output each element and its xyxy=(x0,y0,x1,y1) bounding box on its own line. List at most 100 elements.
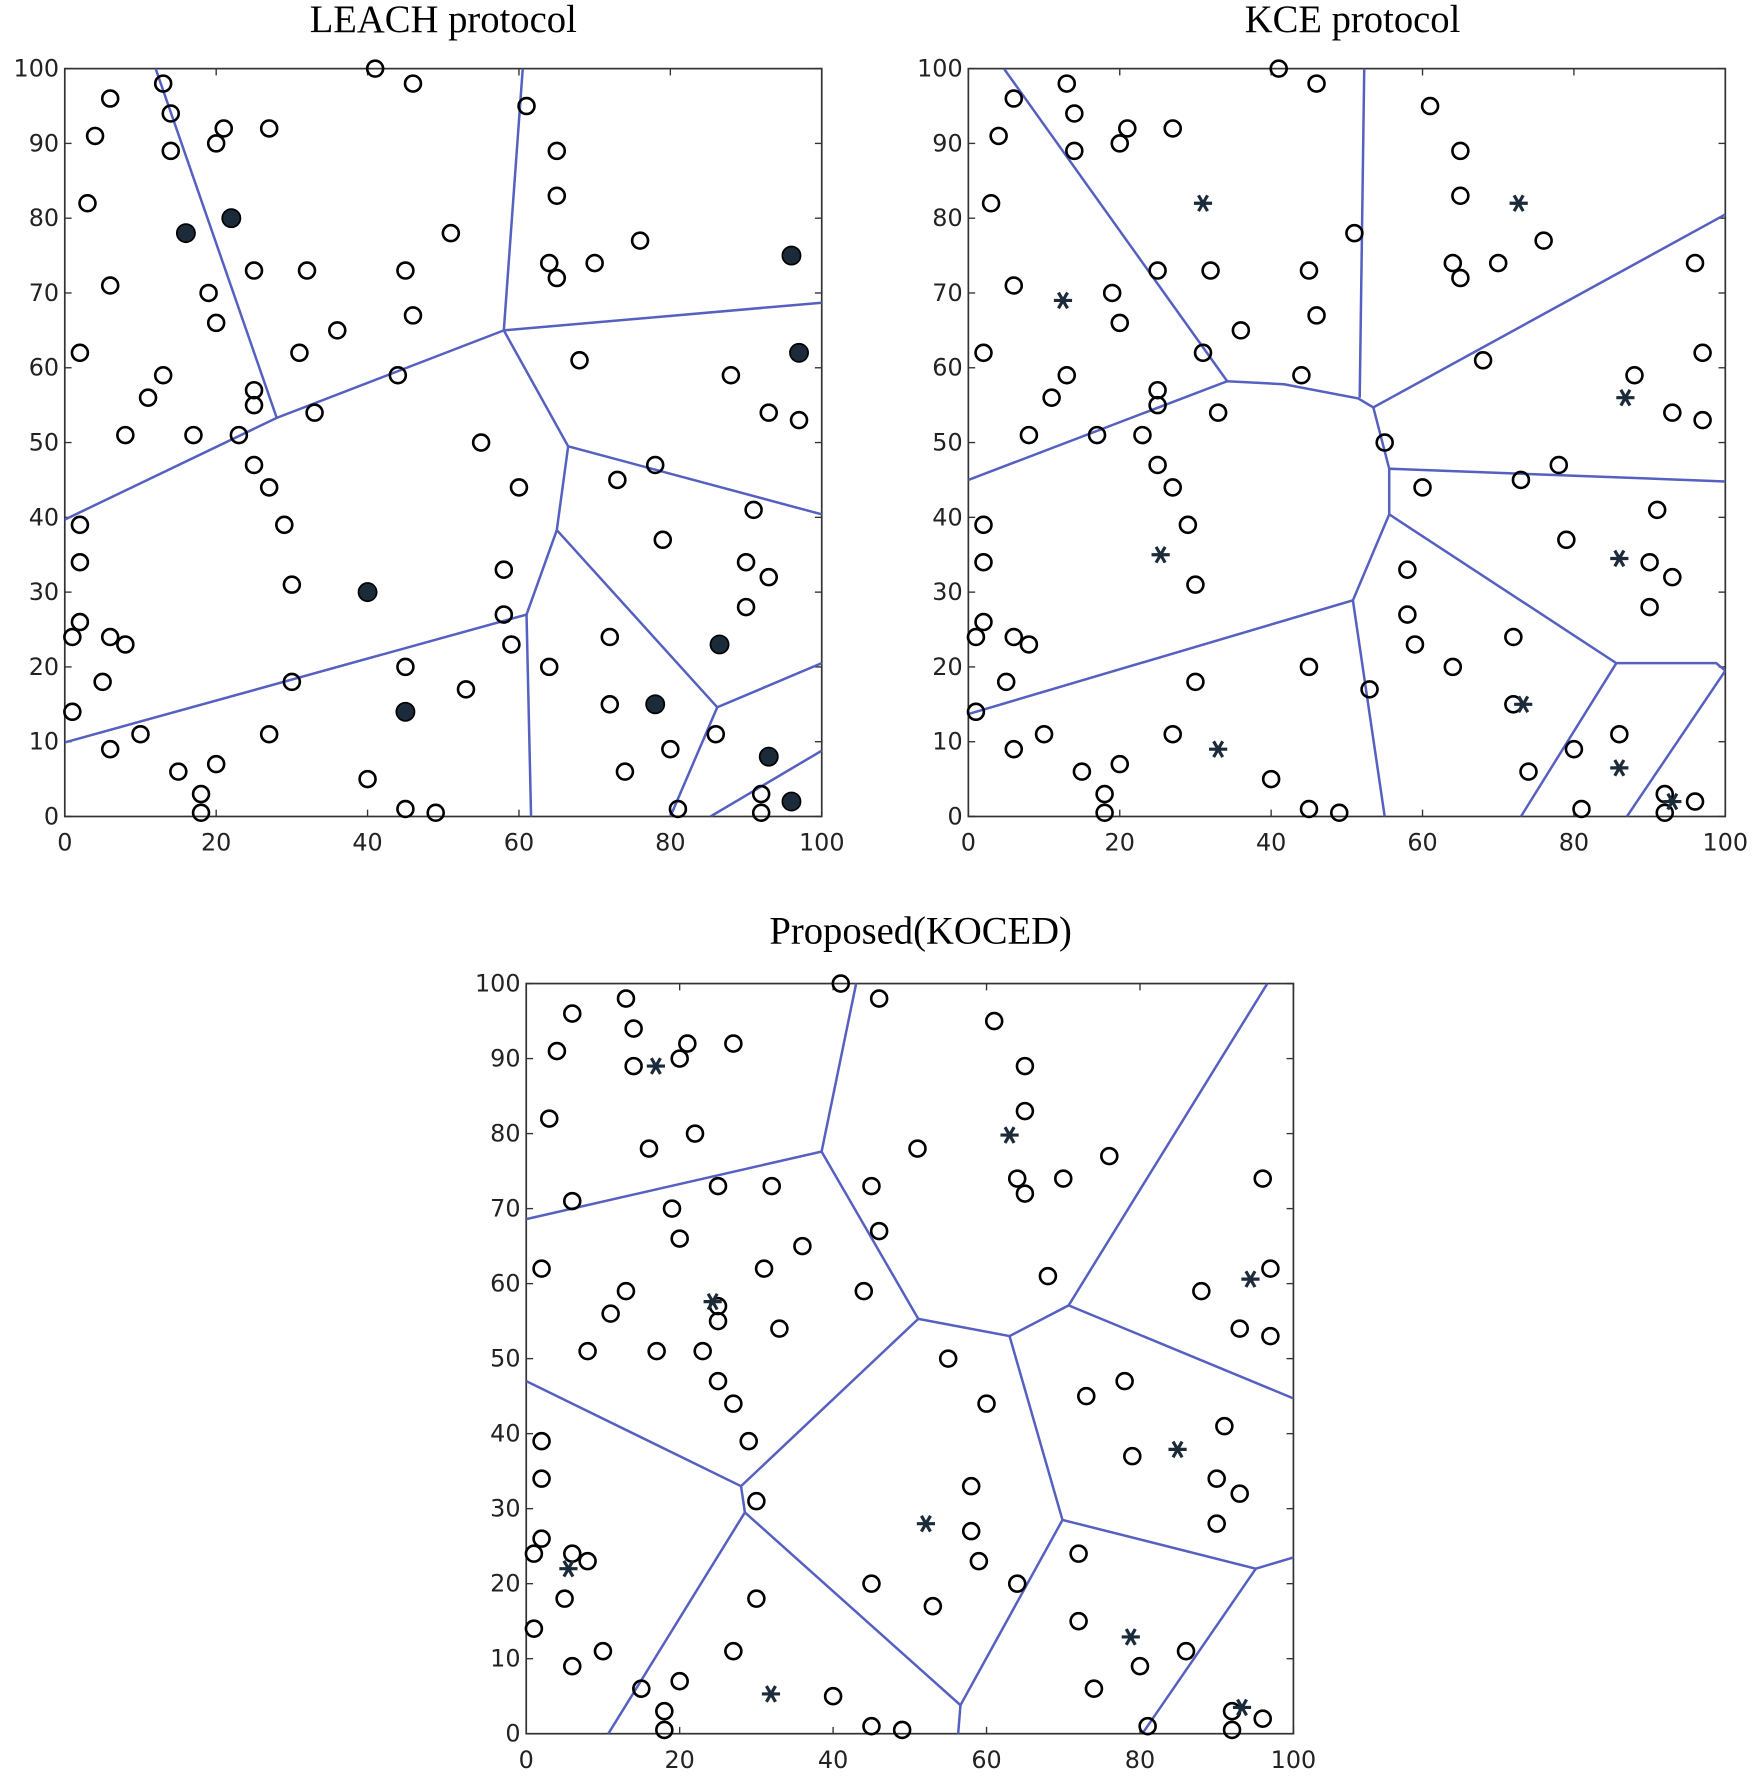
node xyxy=(578,1341,597,1361)
node xyxy=(670,1229,689,1248)
node xyxy=(1640,597,1659,617)
cluster-head xyxy=(1514,695,1533,713)
node xyxy=(1087,425,1107,445)
node xyxy=(199,283,218,303)
node xyxy=(169,762,188,781)
node xyxy=(259,119,279,138)
node xyxy=(1663,567,1682,587)
y-tick-label: 30 xyxy=(29,578,59,606)
cluster-head xyxy=(1168,1440,1187,1459)
node xyxy=(1163,724,1182,744)
node xyxy=(969,1551,989,1571)
node xyxy=(70,612,90,632)
cluster-head xyxy=(646,1057,665,1075)
x-tick-label: 60 xyxy=(971,1746,1001,1774)
y-tick-label: 0 xyxy=(947,802,962,830)
node xyxy=(555,1589,574,1608)
node xyxy=(892,1720,912,1740)
node xyxy=(70,552,90,572)
node xyxy=(1299,657,1319,677)
node xyxy=(532,1431,551,1451)
cluster-head xyxy=(1151,546,1170,564)
node xyxy=(1019,635,1039,654)
y-tick-label: 90 xyxy=(29,129,59,157)
node xyxy=(1077,1386,1096,1406)
plot-frame xyxy=(63,67,823,818)
node xyxy=(1693,410,1712,430)
node xyxy=(961,1476,981,1496)
node xyxy=(1504,627,1523,647)
cluster-head xyxy=(789,342,809,363)
node xyxy=(1015,1056,1035,1076)
node xyxy=(662,1199,682,1218)
y-tick-label: 100 xyxy=(14,55,60,83)
boundary-line xyxy=(503,301,822,332)
node xyxy=(1375,433,1394,452)
node xyxy=(1084,1679,1104,1698)
node xyxy=(908,1139,927,1158)
node xyxy=(862,1176,881,1196)
y-tick-label: 100 xyxy=(917,55,963,83)
node xyxy=(869,989,889,1008)
x-tick-label: 80 xyxy=(1559,829,1589,857)
node xyxy=(869,1221,889,1241)
cluster-head xyxy=(1509,194,1528,212)
node xyxy=(1110,313,1130,333)
node xyxy=(1148,455,1167,475)
cluster-head xyxy=(916,1514,936,1533)
node xyxy=(1398,560,1417,579)
node xyxy=(724,1034,743,1053)
chart-panel: KCE protocol 0 20 40 60 80 100 0 10 20 30 40 50 60 70 8… xyxy=(917,0,1748,857)
node xyxy=(206,134,226,153)
node xyxy=(259,478,279,497)
node xyxy=(615,762,635,781)
node xyxy=(78,193,97,213)
node xyxy=(100,89,120,108)
node xyxy=(1133,425,1152,445)
node xyxy=(1148,261,1167,280)
y-tick-label: 30 xyxy=(932,578,962,606)
node xyxy=(1095,784,1114,804)
y-tick-label: 40 xyxy=(490,1420,520,1448)
cluster-head xyxy=(1663,792,1682,811)
node xyxy=(191,803,211,823)
node xyxy=(653,530,673,550)
node xyxy=(616,989,636,1008)
node xyxy=(1201,261,1220,280)
node xyxy=(524,1619,544,1638)
x-tick-label: 80 xyxy=(655,829,685,857)
node xyxy=(365,59,385,78)
x-tick-label: 0 xyxy=(519,1746,534,1774)
boundary-line xyxy=(1008,1335,1294,1570)
boundaries xyxy=(526,983,1294,1734)
node xyxy=(547,141,567,161)
node xyxy=(63,702,82,722)
node xyxy=(1004,627,1024,647)
node xyxy=(70,343,90,363)
plot-frame xyxy=(967,67,1727,818)
node xyxy=(191,784,211,804)
node xyxy=(645,455,665,475)
cluster-head xyxy=(1209,740,1228,758)
node xyxy=(562,1656,582,1676)
node xyxy=(1019,425,1039,445)
node xyxy=(668,799,688,819)
node xyxy=(1065,104,1084,123)
node xyxy=(1186,575,1205,594)
node xyxy=(854,1281,874,1301)
node xyxy=(517,96,536,116)
node xyxy=(759,403,779,422)
node xyxy=(1100,1146,1119,1166)
node xyxy=(184,425,203,445)
node xyxy=(789,410,809,430)
node xyxy=(974,515,993,535)
node xyxy=(938,1349,958,1368)
y-tick-label: 20 xyxy=(29,653,59,681)
node xyxy=(502,635,521,654)
node xyxy=(862,1574,881,1593)
boundary-line xyxy=(1388,513,1726,672)
node xyxy=(131,724,150,744)
node xyxy=(1451,268,1470,288)
node xyxy=(1042,388,1061,407)
node xyxy=(630,231,650,250)
